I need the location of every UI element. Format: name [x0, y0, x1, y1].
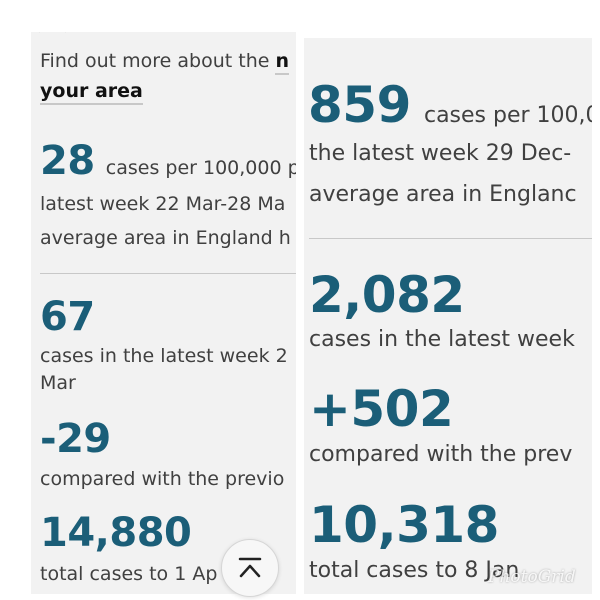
section-divider-right — [309, 238, 592, 239]
weekly-cases-value-right: 2,082 — [309, 266, 465, 324]
change-text-right: compared with the prev — [309, 442, 573, 467]
area-link-line: your area — [40, 80, 143, 105]
total-cases-value: 14,880 — [40, 510, 192, 556]
total-cases-text-right: total cases to 8 Jan — [309, 558, 520, 583]
rate-comparison-text: average area in England h — [40, 227, 291, 249]
rate-value: 28 — [40, 138, 95, 184]
rate-unit-text: cases per 100,000 p — [105, 157, 296, 179]
chevron-up-bar-icon — [238, 557, 262, 578]
weekly-cases-text: cases in the latest week 2 — [40, 345, 288, 367]
change-text: compared with the previo — [40, 468, 285, 490]
rate-line-right: 859 cases per 100,0 — [308, 76, 592, 134]
cut-heading-fragment: ~ ~ — [37, 32, 82, 43]
rate-comparison-text-right: average area in Englanc — [309, 182, 577, 207]
right-stats-panel: 859 cases per 100,0 the latest week 29 D… — [304, 38, 592, 594]
change-value: -29 — [40, 416, 111, 462]
intro-text: Find out more about the n — [40, 50, 289, 75]
your-area-link[interactable]: your area — [40, 80, 143, 105]
rate-unit-text-right: cases per 100,0 — [423, 103, 592, 128]
total-cases-text: total cases to 1 Ap — [40, 563, 218, 585]
change-value-right: +502 — [309, 380, 454, 438]
rate-value-right: 859 — [308, 76, 411, 134]
total-cases-value-right: 10,318 — [309, 496, 499, 554]
intro-link-fragment[interactable]: n — [275, 50, 289, 75]
left-stats-panel: ~ ~ Find out more about the n your area … — [31, 32, 296, 594]
photogrid-watermark: PhotoGrid — [488, 567, 576, 587]
section-divider — [40, 273, 296, 274]
scroll-to-top-button[interactable] — [221, 539, 279, 597]
rate-line: 28 cases per 100,000 p — [40, 138, 296, 184]
weekly-cases-value: 67 — [40, 294, 95, 340]
weekly-cases-text-right: cases in the latest week — [309, 327, 575, 352]
weekly-cases-text-cont: Mar — [40, 372, 76, 394]
intro-text-label: Find out more about the — [40, 50, 270, 72]
rate-period-text-right: the latest week 29 Dec- — [309, 141, 572, 166]
rate-period-text: latest week 22 Mar-28 Ma — [40, 193, 286, 215]
